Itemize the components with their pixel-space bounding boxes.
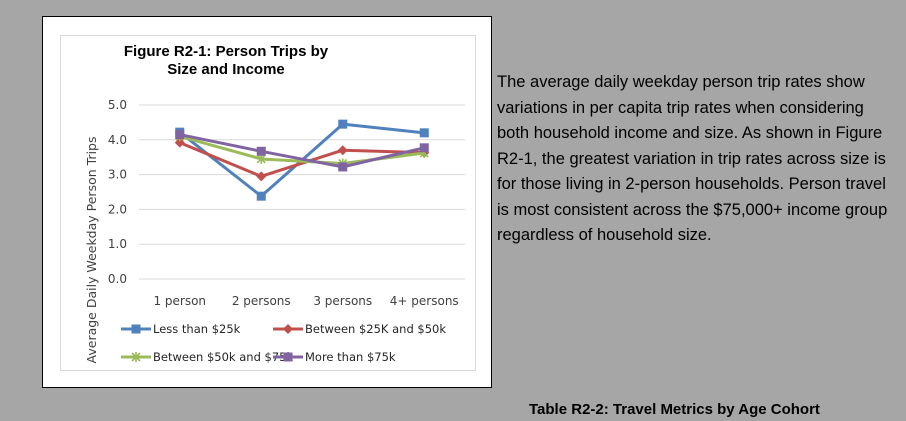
legend-label: Between $25K and $50k bbox=[305, 322, 446, 336]
data-point bbox=[419, 143, 429, 153]
y-tick-label: 0.0 bbox=[108, 272, 127, 286]
y-tick-label: 3.0 bbox=[108, 168, 127, 182]
body-paragraph: The average daily weekday person trip ra… bbox=[497, 73, 888, 244]
legend-label: Between $50k and $75k bbox=[153, 350, 293, 364]
data-point bbox=[338, 162, 348, 172]
data-point bbox=[256, 171, 267, 182]
y-tick-label: 1.0 bbox=[108, 237, 127, 251]
y-tick-label: 5.0 bbox=[108, 98, 127, 112]
data-point bbox=[419, 128, 429, 138]
series-line bbox=[179, 141, 425, 178]
chart-plot: 0.0 1.0 2.0 3.0 4.0 5.0 1 person 2 persons 3 per… bbox=[84, 98, 465, 364]
chart-area bbox=[60, 35, 476, 371]
y-tick-label: 4.0 bbox=[108, 133, 127, 147]
data-point bbox=[174, 137, 185, 148]
x-tick-label: 2 persons bbox=[232, 294, 291, 308]
legend-marker bbox=[131, 352, 141, 362]
x-tick-label: 3 persons bbox=[313, 294, 372, 308]
y-tick-label: 2.0 bbox=[108, 202, 127, 216]
legend-marker bbox=[283, 352, 293, 362]
chart-frame: Figure R2-1: Person Trips by Size and In… bbox=[42, 16, 492, 388]
legend-marker bbox=[283, 324, 293, 334]
y-axis-label: Average Daily Weekday Person Trips bbox=[84, 137, 99, 364]
data-point bbox=[338, 119, 348, 129]
x-tick-label: 4+ persons bbox=[390, 294, 459, 308]
data-point bbox=[256, 146, 266, 156]
data-point bbox=[337, 145, 348, 156]
legend-label: Less than $25k bbox=[153, 322, 241, 336]
table-caption: Table R2-2: Travel Metrics by Age Cohort bbox=[529, 401, 820, 418]
data-point bbox=[256, 191, 266, 201]
series-line bbox=[179, 133, 425, 169]
x-tick-label: 1 person bbox=[153, 294, 206, 308]
legend-label: More than $75k bbox=[305, 350, 396, 364]
chart-title: Figure R2-1: Person Trips by Size and In… bbox=[123, 43, 329, 78]
legend-marker bbox=[131, 324, 141, 334]
data-point bbox=[175, 130, 185, 140]
